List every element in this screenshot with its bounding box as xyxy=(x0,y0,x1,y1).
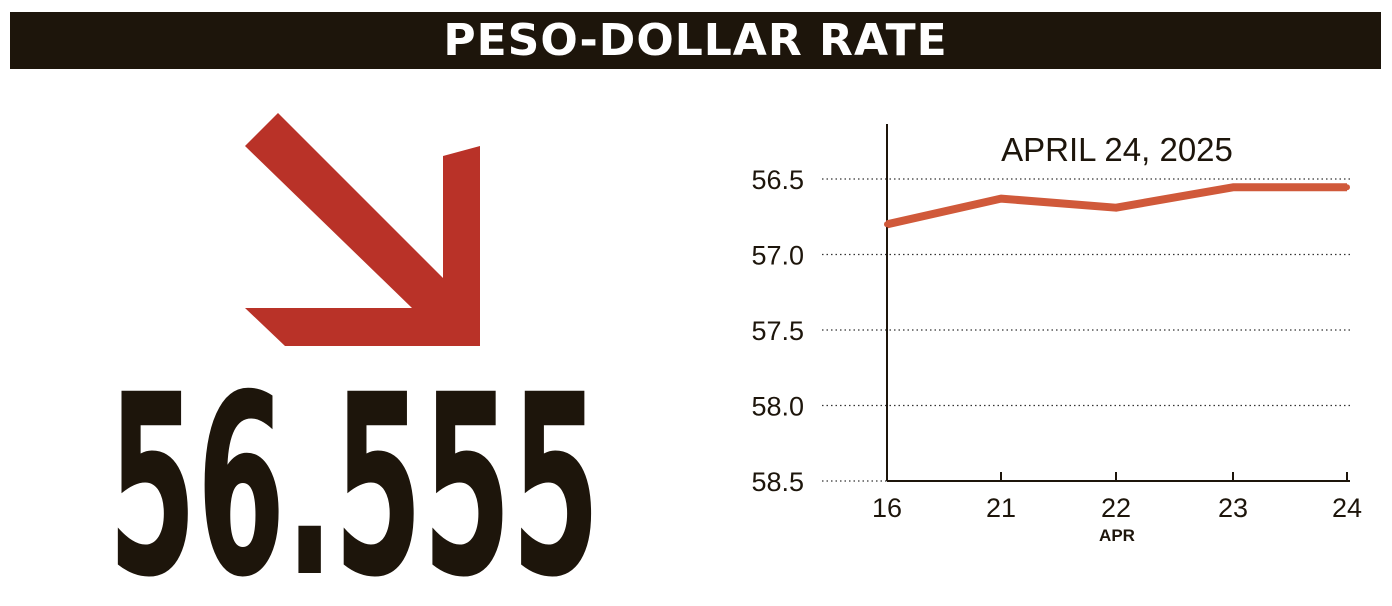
arrow-shape xyxy=(245,113,480,346)
x-tick-label: 16 xyxy=(872,493,902,523)
data-point xyxy=(998,195,1004,202)
data-point xyxy=(1230,184,1236,191)
y-tick-label: 57.5 xyxy=(751,316,804,346)
x-tick-label: 21 xyxy=(986,493,1016,523)
y-tick-label: 57.0 xyxy=(751,241,804,271)
y-tick-label: 58.0 xyxy=(751,392,804,422)
chart-title: APRIL 24, 2025 xyxy=(1001,131,1233,168)
page-title: PESO-DOLLAR RATE xyxy=(443,15,948,66)
title-banner: PESO-DOLLAR RATE xyxy=(10,12,1381,69)
rate-value-display: 56.555 xyxy=(108,360,600,590)
x-tick-label: 24 xyxy=(1332,493,1362,523)
x-axis-label: APR xyxy=(1099,526,1135,545)
data-point xyxy=(1113,204,1119,211)
line-chart: APRIL 24, 2025 56.5 57.0 57.5 58.0 58.5 16 21 22… xyxy=(751,124,1362,545)
data-point xyxy=(884,221,890,228)
data-point xyxy=(1344,184,1350,191)
arrow-down-right-icon xyxy=(245,113,480,346)
x-tick-label: 23 xyxy=(1218,493,1248,523)
y-tick-label: 56.5 xyxy=(751,165,804,195)
x-tick-label: 22 xyxy=(1101,493,1131,523)
rate-value: 56.555 xyxy=(108,360,600,590)
y-tick-label: 58.5 xyxy=(751,467,804,497)
